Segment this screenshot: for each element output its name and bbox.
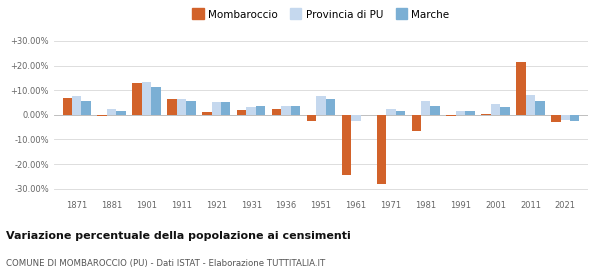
Bar	[281, 106, 291, 115]
Bar	[72, 96, 82, 115]
Bar	[291, 106, 300, 115]
Bar	[167, 99, 176, 115]
Bar	[272, 109, 281, 115]
Bar	[202, 112, 212, 115]
Bar	[351, 115, 361, 121]
Bar	[256, 106, 265, 115]
Bar	[491, 104, 500, 115]
Bar	[176, 99, 186, 115]
Bar	[82, 101, 91, 115]
Bar	[142, 81, 151, 115]
Bar	[326, 99, 335, 115]
Bar	[412, 115, 421, 131]
Bar	[62, 97, 72, 115]
Text: COMUNE DI MOMBAROCCIO (PU) - Dati ISTAT - Elaborazione TUTTITALIA.IT: COMUNE DI MOMBAROCCIO (PU) - Dati ISTAT …	[6, 259, 325, 268]
Bar	[307, 115, 316, 121]
Bar	[516, 62, 526, 115]
Bar	[186, 101, 196, 115]
Bar	[97, 115, 107, 116]
Bar	[500, 108, 509, 115]
Bar	[107, 109, 116, 115]
Bar	[212, 102, 221, 115]
Bar	[151, 87, 161, 115]
Bar	[560, 115, 570, 120]
Bar	[535, 101, 545, 115]
Legend: Mombaroccio, Provincia di PU, Marche: Mombaroccio, Provincia di PU, Marche	[190, 8, 452, 22]
Bar	[342, 115, 351, 175]
Bar	[421, 101, 430, 115]
Bar	[456, 111, 466, 115]
Bar	[395, 111, 405, 115]
Bar	[377, 115, 386, 184]
Bar	[221, 102, 230, 115]
Bar	[316, 96, 326, 115]
Bar	[466, 111, 475, 115]
Bar	[386, 109, 395, 115]
Bar	[237, 110, 247, 115]
Bar	[430, 106, 440, 115]
Bar	[247, 108, 256, 115]
Bar	[116, 111, 126, 115]
Bar	[133, 83, 142, 115]
Bar	[570, 115, 580, 121]
Text: Variazione percentuale della popolazione ai censimenti: Variazione percentuale della popolazione…	[6, 231, 351, 241]
Bar	[526, 95, 535, 115]
Bar	[446, 115, 456, 116]
Bar	[551, 115, 560, 122]
Bar	[481, 114, 491, 115]
